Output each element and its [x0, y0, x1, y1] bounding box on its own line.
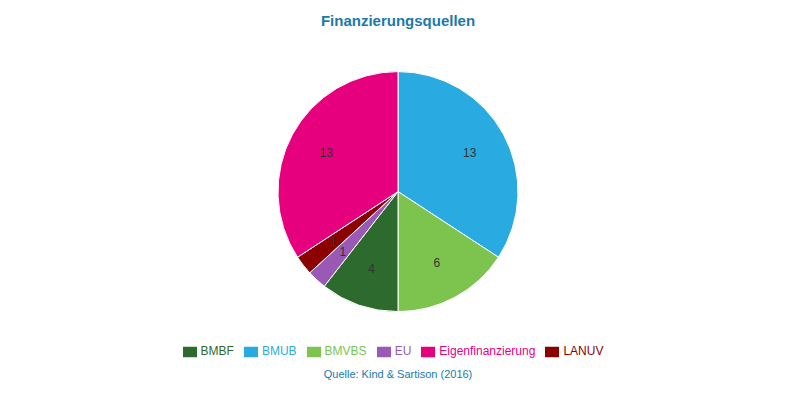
html-text:BMBF: BMBF: [200, 344, 234, 359]
html-text:Quelle: Kind & Sartison (2016): Quelle: Kind & Sartison (2016): [323, 368, 473, 380]
svg-text:4: 4: [368, 262, 375, 276]
svg-text:1: 1: [339, 245, 346, 259]
html-text:Eigenfinanzierung: Eigenfinanzierung: [439, 344, 536, 359]
html-text:EU: EU: [394, 344, 412, 359]
html-text:Finanzierungsquellen: Finanzierungsquellen: [320, 12, 476, 29]
svg-text:6: 6: [433, 256, 440, 270]
svg-text:1: 1: [330, 235, 337, 249]
svg-text:13: 13: [463, 146, 477, 160]
html-text:BMVBS: BMVBS: [324, 344, 367, 359]
html-text:LANUV: LANUV: [563, 344, 604, 359]
html-text:BMUB: BMUB: [261, 344, 297, 359]
svg-text:13: 13: [320, 146, 334, 160]
